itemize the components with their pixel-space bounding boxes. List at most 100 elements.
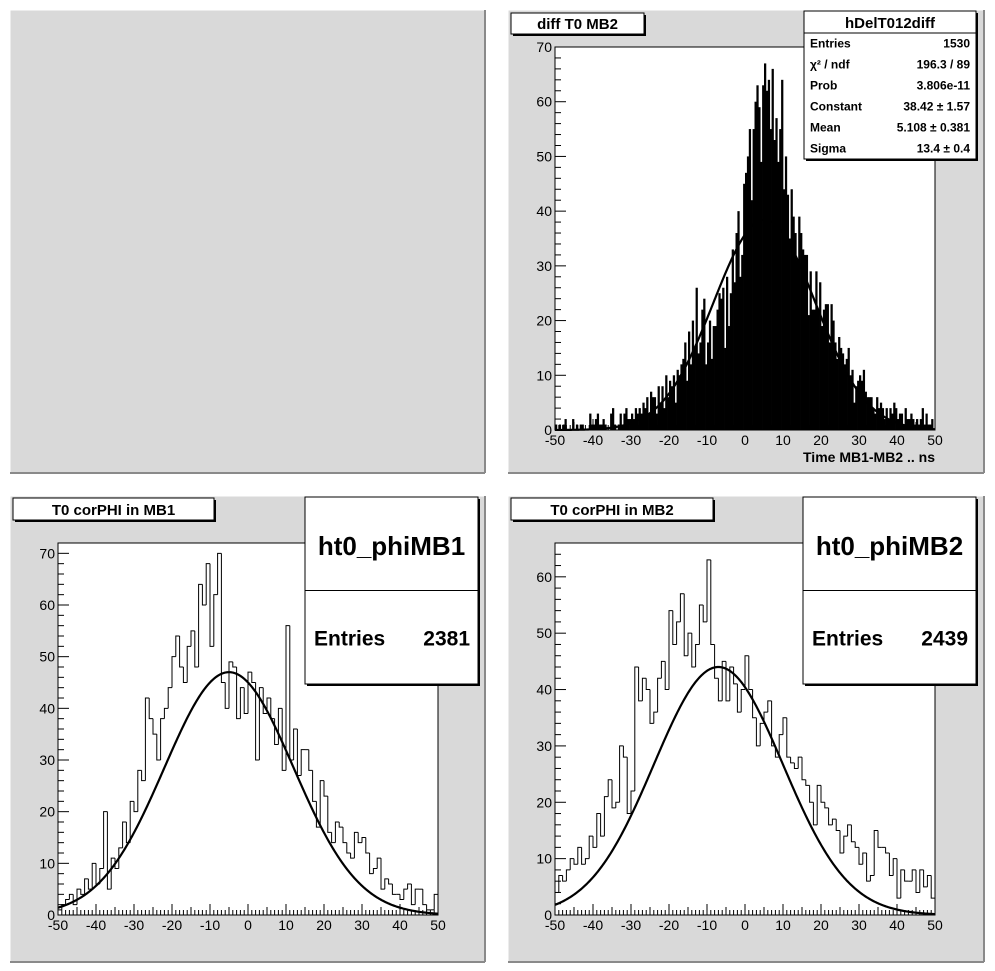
histogram-bin xyxy=(793,762,799,769)
histogram-bar xyxy=(803,254,807,430)
histogram-bin xyxy=(706,559,711,622)
x-tick-label: -40 xyxy=(583,917,603,933)
histogram-bin xyxy=(361,837,366,843)
histogram-bin xyxy=(820,785,825,803)
x-tick-label: -20 xyxy=(659,432,679,448)
histogram-bin xyxy=(148,698,153,720)
histogram-bin xyxy=(676,621,681,645)
histogram-bar xyxy=(802,249,805,430)
histogram-bin xyxy=(611,779,616,809)
histogram-bin xyxy=(376,857,381,869)
pad-t0-corphi-mb2: -50 -40 -30 -20 -10 0 10 20 30 40 50 0 10 20 30 40 50 60 T… xyxy=(507,495,985,963)
histogram-bar xyxy=(841,353,845,430)
histogram-bar xyxy=(834,342,837,430)
histogram-bin xyxy=(171,656,176,688)
histogram-bar xyxy=(815,271,818,430)
histogram-bar xyxy=(691,320,695,430)
histogram-bar xyxy=(733,282,736,430)
histogram-bar xyxy=(817,309,820,430)
histogram-bin xyxy=(426,904,431,911)
histogram-bar xyxy=(830,304,833,430)
histogram-bar xyxy=(864,391,867,430)
histogram-bin xyxy=(217,552,222,595)
histogram-bin xyxy=(558,875,563,893)
stats-value: 1530 xyxy=(943,37,970,51)
histogram-bar xyxy=(712,326,715,430)
histogram-bar xyxy=(855,386,858,430)
histogram-bar xyxy=(923,424,926,430)
histogram-bin xyxy=(122,821,127,848)
histogram-bin xyxy=(824,802,829,809)
histogram-bin xyxy=(422,889,427,906)
histogram-bin xyxy=(626,757,631,815)
histogram-bin xyxy=(141,770,146,782)
histogram-bin xyxy=(714,644,719,679)
histogram-bar xyxy=(699,342,702,430)
histogram-bar xyxy=(843,364,847,430)
histogram-bar xyxy=(773,140,776,430)
histogram-bar xyxy=(581,424,584,430)
x-tick-label: 20 xyxy=(316,917,332,933)
stats-label: χ² / ndf xyxy=(810,58,851,72)
histogram-bin xyxy=(262,687,267,714)
y-tick-label: 0 xyxy=(544,422,552,438)
x-tick-label: 50 xyxy=(927,917,943,933)
histogram-bar xyxy=(555,424,558,430)
histogram-bin xyxy=(281,708,286,771)
histogram-bin xyxy=(672,610,677,645)
histogram-bin xyxy=(315,801,321,828)
histogram-bin xyxy=(619,745,624,803)
histogram-bar xyxy=(925,413,928,430)
histogram-bar xyxy=(826,304,829,430)
histogram-bar xyxy=(879,402,883,430)
histogram-bar xyxy=(735,233,738,430)
histogram-bin xyxy=(657,677,662,713)
histogram-bar xyxy=(745,172,748,431)
histogram-bin xyxy=(285,625,290,771)
histogram-bar xyxy=(929,424,932,430)
stats-label: Mean xyxy=(810,121,841,135)
histogram-bar xyxy=(878,408,881,430)
histogram-bar xyxy=(897,419,900,430)
y-tick-label: 60 xyxy=(536,94,552,110)
histogram-bar xyxy=(716,309,719,430)
histogram-bar xyxy=(746,156,750,430)
histogram-bin xyxy=(900,869,905,899)
histogram-bar xyxy=(794,233,797,430)
histogram-bin xyxy=(603,796,609,837)
chart-title: diff T0 MB2 xyxy=(537,16,618,33)
chart-title: T0 corPHI in MB1 xyxy=(52,502,175,519)
histogram-bar xyxy=(849,375,852,430)
histogram-bar xyxy=(670,386,674,430)
histogram-bar xyxy=(921,408,924,430)
histogram-bin xyxy=(137,769,142,812)
stats-label: Constant xyxy=(810,100,862,114)
histogram-bar xyxy=(752,129,755,431)
histogram-bin xyxy=(630,790,635,814)
histogram-bin xyxy=(156,734,161,761)
histogram-bin xyxy=(596,813,601,848)
histogram-bin xyxy=(812,802,818,826)
histogram-bar xyxy=(792,216,795,430)
histogram-bin xyxy=(72,894,77,906)
histogram-bin xyxy=(877,830,882,848)
stats-value: 38.42 ± 1.57 xyxy=(903,100,970,114)
histogram-bar xyxy=(579,424,582,430)
histogram-bin xyxy=(399,894,404,900)
stats-value: 13.4 ± 0.4 xyxy=(917,142,971,156)
histogram-bin xyxy=(369,853,374,875)
x-tick-label: -10 xyxy=(697,432,717,448)
pad-background xyxy=(9,9,486,474)
histogram-bin xyxy=(634,666,639,791)
histogram-bin xyxy=(641,677,647,701)
histogram-bin xyxy=(786,717,791,758)
histogram-bin xyxy=(911,869,916,882)
x-tick-label: 50 xyxy=(430,917,446,933)
histogram-bar xyxy=(707,342,710,430)
histogram-bar xyxy=(598,424,601,430)
histogram-bin xyxy=(573,858,578,865)
histogram-bin xyxy=(691,633,696,668)
histogram-bin xyxy=(103,811,108,869)
histogram-bar xyxy=(636,413,639,430)
histogram-bar xyxy=(693,347,696,430)
